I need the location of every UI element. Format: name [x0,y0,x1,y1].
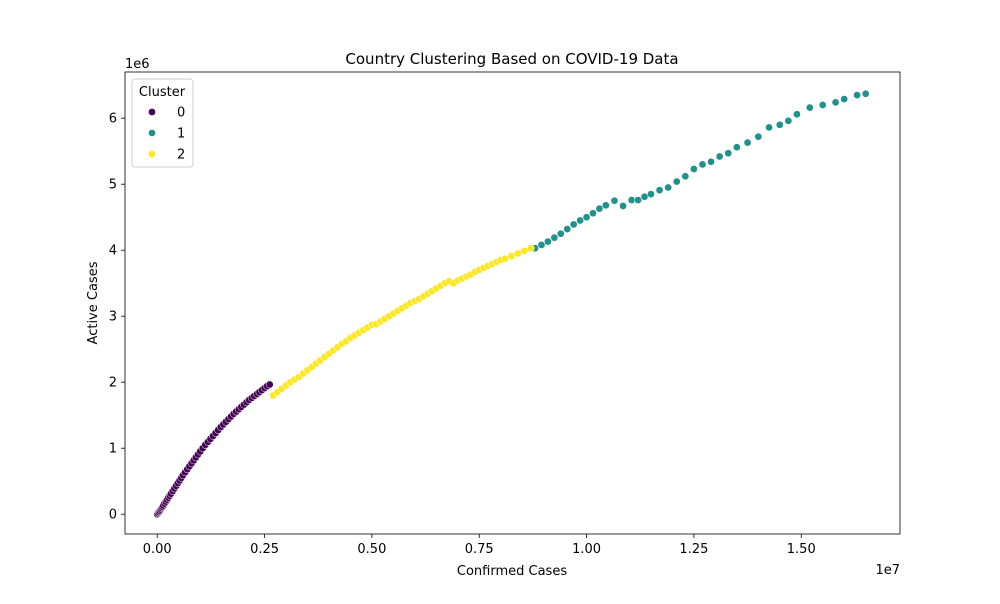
data-point-cluster-1 [576,216,584,225]
data-point-cluster-1 [765,123,773,132]
data-point-cluster-1 [627,196,636,204]
data-point-cluster-1 [853,91,861,99]
data-point-cluster-1 [793,110,801,119]
chart-title: Country Clustering Based on COVID-19 Dat… [345,50,678,68]
y-tick-label: 4 [109,244,117,259]
data-point-cluster-1 [784,116,793,125]
legend-marker [148,108,156,116]
legend-title: Cluster [139,85,186,100]
data-point-cluster-1 [754,132,763,141]
x-axis-multiplier: 1e7 [875,563,900,578]
data-point-cluster-1 [698,160,707,169]
x-tick-label: 1.25 [679,542,708,557]
legend-label: 2 [177,148,185,163]
legend: Cluster 0 1 2 [131,78,194,168]
data-point-cluster-1 [569,220,578,229]
y-axis-ticks: 0 1 2 3 4 5 6 [109,112,125,523]
data-point-cluster-1 [602,201,610,210]
data-point-cluster-1 [544,237,552,246]
data-point-cluster-2 [520,247,529,255]
data-point-cluster-1 [672,177,681,186]
data-point-cluster-1 [550,233,559,242]
legend-marker [148,150,156,158]
x-tick-label: 0.50 [357,542,386,557]
x-tick-label: 0.75 [465,542,494,557]
data-point-cluster-1 [640,192,649,201]
data-point-cluster-1 [664,183,672,192]
data-points [153,89,870,519]
x-tick-label: 0.25 [250,542,279,557]
data-point-cluster-1 [582,213,591,222]
data-point-cluster-2 [507,252,516,260]
data-point-cluster-1 [818,101,827,109]
data-point-cluster-1 [556,229,565,238]
data-point-cluster-1 [595,204,604,213]
data-point-cluster-1 [775,120,784,129]
x-tick-label: 1.00 [572,542,601,557]
y-axis-multiplier: 1e6 [125,57,150,72]
data-point-cluster-1 [537,241,546,249]
data-point-cluster-1 [743,138,752,147]
data-point-cluster-1 [732,143,741,152]
data-point-cluster-1 [715,152,724,161]
legend-label: 0 [177,106,185,121]
data-point-cluster-1 [805,103,814,112]
data-point-cluster-1 [724,149,733,158]
data-point-cluster-2 [514,249,522,258]
plot-area [125,72,900,534]
data-point-cluster-0 [265,380,274,389]
x-tick-label: 1.50 [787,542,816,557]
legend-box [131,78,194,168]
y-tick-label: 2 [109,376,117,391]
x-axis-label: Confirmed Cases [457,564,567,579]
data-point-cluster-1 [655,186,664,194]
y-tick-label: 0 [109,508,117,523]
y-axis-label: Active Cases [86,261,101,344]
y-tick-label: 3 [109,310,117,325]
data-point-cluster-1 [861,89,870,98]
y-tick-label: 5 [109,178,117,193]
data-point-cluster-1 [589,209,597,218]
data-point-cluster-1 [647,190,655,198]
x-axis-ticks: 0.00 0.25 0.50 0.75 1.00 1.25 1.50 [143,534,816,557]
data-point-cluster-2 [526,244,535,253]
data-point-cluster-1 [634,196,642,204]
data-point-cluster-1 [610,196,619,205]
data-point-cluster-1 [840,95,849,103]
data-point-cluster-1 [707,157,715,166]
legend-marker [148,129,156,137]
data-point-cluster-1 [831,98,840,107]
y-tick-label: 6 [109,112,117,127]
plot-frame [124,71,901,535]
data-point-cluster-1 [619,202,627,210]
data-point-cluster-2 [501,254,509,263]
legend-label: 1 [177,127,185,142]
data-point-cluster-1 [563,225,572,233]
y-tick-label: 1 [109,442,117,457]
data-point-cluster-1 [681,172,690,181]
data-point-cluster-1 [690,165,698,173]
x-tick-label: 0.00 [143,542,172,557]
